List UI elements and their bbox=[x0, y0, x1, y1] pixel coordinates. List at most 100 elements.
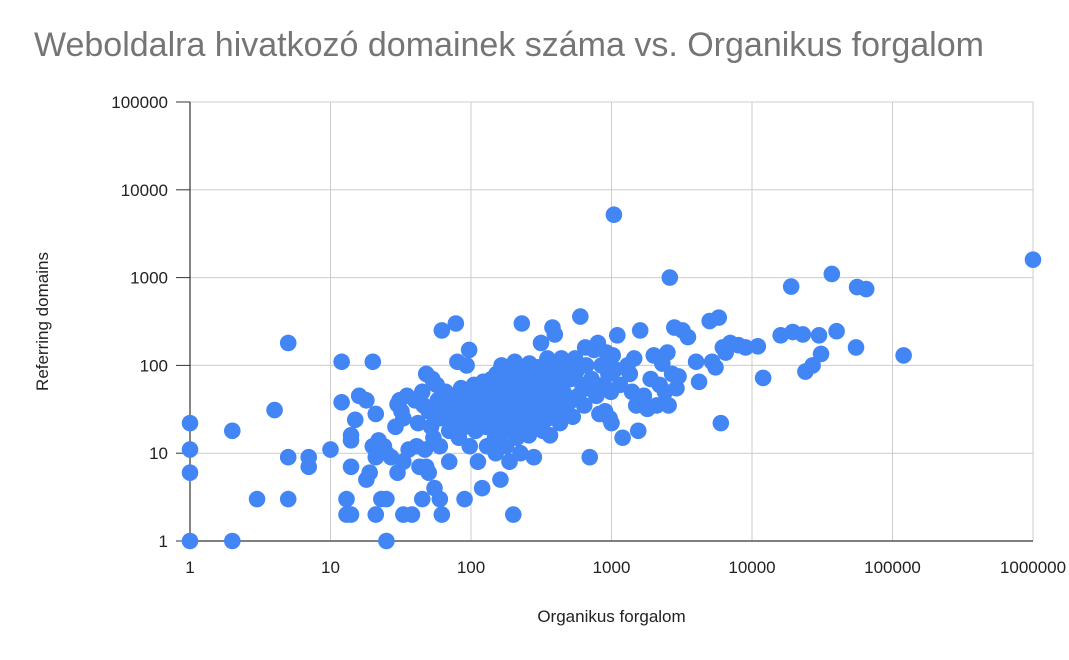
data-point bbox=[279, 490, 297, 508]
x-tick-label: 10 bbox=[321, 558, 340, 577]
data-point bbox=[342, 432, 360, 449]
data-point bbox=[504, 506, 522, 523]
data-point bbox=[1024, 251, 1042, 268]
data-point bbox=[804, 357, 821, 374]
y-tick-label: 100000 bbox=[111, 93, 168, 112]
data-point bbox=[395, 409, 412, 427]
y-tick-label: 1000 bbox=[130, 269, 168, 288]
data-point bbox=[564, 408, 582, 426]
data-point bbox=[413, 490, 431, 508]
data-point bbox=[629, 422, 647, 440]
data-point bbox=[621, 365, 639, 383]
data-point bbox=[794, 326, 812, 343]
x-tick-label: 100000 bbox=[864, 558, 921, 577]
y-tick-label: 10000 bbox=[121, 181, 168, 200]
data-point bbox=[367, 405, 385, 423]
y-tick-label: 1 bbox=[159, 532, 168, 551]
data-point bbox=[364, 353, 382, 371]
data-point bbox=[541, 426, 559, 444]
data-point bbox=[378, 490, 395, 508]
data-points bbox=[181, 206, 1042, 550]
y-axis-title: Referring domains bbox=[33, 252, 52, 391]
data-point bbox=[181, 532, 199, 550]
data-point bbox=[614, 429, 631, 447]
axes bbox=[176, 101, 1033, 542]
data-point bbox=[333, 353, 350, 371]
data-point bbox=[605, 206, 623, 224]
data-point bbox=[712, 414, 730, 432]
data-point bbox=[895, 347, 912, 364]
data-point bbox=[635, 387, 653, 405]
data-point bbox=[782, 278, 800, 295]
data-point bbox=[342, 458, 360, 476]
data-point bbox=[433, 322, 451, 339]
data-point bbox=[279, 448, 297, 466]
data-point bbox=[248, 490, 266, 508]
data-point bbox=[367, 506, 385, 523]
data-point bbox=[433, 506, 451, 523]
data-point bbox=[625, 350, 643, 367]
data-point bbox=[416, 441, 434, 458]
data-point bbox=[520, 426, 538, 444]
grid-lines bbox=[190, 101, 1034, 541]
data-point bbox=[525, 448, 543, 466]
data-point bbox=[279, 334, 297, 352]
data-point bbox=[710, 309, 728, 326]
data-point bbox=[823, 265, 841, 283]
data-point bbox=[749, 338, 767, 355]
data-point bbox=[456, 490, 473, 508]
data-point bbox=[687, 353, 705, 371]
data-point bbox=[737, 339, 754, 356]
data-point bbox=[181, 464, 199, 481]
data-point bbox=[577, 357, 595, 374]
y-tick-label: 100 bbox=[140, 356, 168, 375]
data-point bbox=[361, 464, 378, 481]
data-point bbox=[223, 532, 241, 550]
data-point bbox=[611, 376, 629, 394]
x-tick-label: 100 bbox=[457, 558, 485, 577]
tick-labels: 1 10 100 1000 10000 100000 1000000 1 10 100 1000 10… bbox=[111, 93, 1066, 577]
data-point bbox=[403, 506, 421, 523]
data-point bbox=[461, 437, 479, 455]
data-point bbox=[707, 359, 724, 376]
data-point bbox=[431, 490, 449, 508]
data-point bbox=[431, 437, 449, 455]
data-point bbox=[322, 441, 339, 458]
data-point bbox=[690, 373, 708, 391]
x-tick-label: 1000 bbox=[593, 558, 631, 577]
data-point bbox=[546, 326, 564, 343]
data-point bbox=[572, 308, 589, 325]
data-point bbox=[266, 401, 283, 419]
data-point bbox=[631, 322, 649, 339]
data-point bbox=[409, 414, 427, 432]
data-point bbox=[413, 383, 431, 401]
data-point bbox=[181, 414, 199, 432]
data-point bbox=[609, 327, 626, 344]
data-point bbox=[473, 479, 491, 497]
data-point bbox=[181, 441, 199, 458]
x-axis-title: Organikus forgalom bbox=[537, 607, 685, 626]
data-point bbox=[754, 369, 772, 387]
data-point bbox=[420, 464, 438, 481]
data-point bbox=[679, 328, 697, 346]
data-point bbox=[606, 361, 624, 378]
y-tick-label: 10 bbox=[149, 444, 168, 463]
x-tick-label: 1000000 bbox=[1000, 558, 1066, 577]
data-point bbox=[469, 453, 487, 471]
data-point bbox=[828, 322, 845, 340]
data-point bbox=[346, 411, 364, 429]
x-tick-label: 1 bbox=[185, 558, 194, 577]
data-point bbox=[604, 347, 622, 364]
data-point bbox=[223, 422, 241, 440]
data-point bbox=[857, 280, 875, 298]
data-point bbox=[581, 448, 599, 466]
data-point bbox=[333, 393, 350, 411]
data-point bbox=[300, 458, 318, 476]
data-point bbox=[460, 341, 478, 359]
data-point bbox=[513, 315, 531, 332]
data-point bbox=[847, 339, 865, 356]
data-point bbox=[603, 414, 620, 432]
x-tick-label: 10000 bbox=[728, 558, 775, 577]
data-point bbox=[660, 397, 677, 414]
